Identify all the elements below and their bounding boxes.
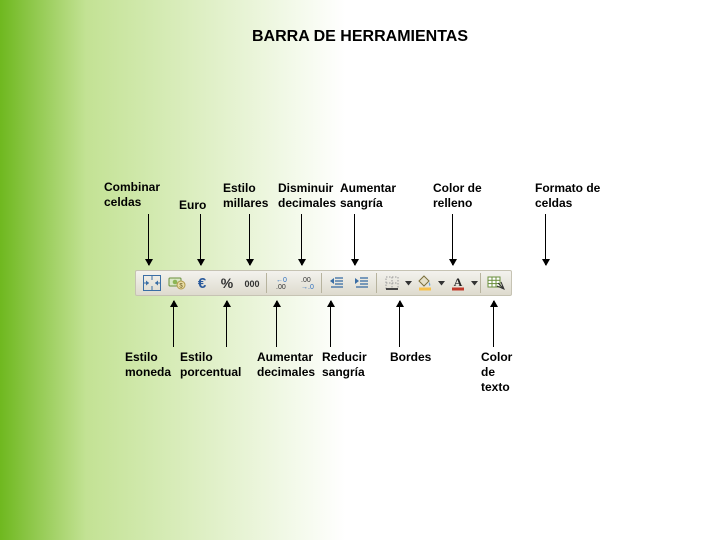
font-color-button[interactable]: A [446, 272, 469, 294]
decrease-decimal-button[interactable]: .00 →.0 [295, 272, 318, 294]
arrow-color-relleno [452, 214, 453, 265]
label-estilo-millares: Estilo millares [223, 181, 268, 211]
percent-style-button[interactable]: % [215, 272, 238, 294]
separator [266, 273, 267, 293]
label-color-relleno: Color de relleno [433, 181, 482, 211]
increase-indent-button[interactable] [350, 272, 373, 294]
svg-text:←0: ←0 [276, 277, 287, 284]
arrow-estilo-moneda [173, 301, 174, 347]
arrow-formato-celdas [545, 214, 546, 265]
arrow-euro [200, 214, 201, 265]
page-title: BARRA DE HERRAMIENTAS [252, 28, 468, 46]
formatting-toolbar: $ € % 000 ←0 .00 .00 →.0 [135, 270, 512, 296]
arrow-disminuir-dec [301, 214, 302, 265]
label-color-texto: Color de texto [481, 350, 512, 395]
svg-text:000: 000 [244, 279, 259, 289]
label-disminuir-decimales: Disminuir decimales [278, 181, 336, 211]
fill-color-button[interactable] [413, 272, 436, 294]
label-combinar-celdas: Combinar celdas [104, 180, 160, 210]
arrow-aumentar-dec [276, 301, 277, 347]
label-reducir-sangria: Reducir sangría [322, 350, 367, 380]
label-aumentar-decimales: Aumentar decimales [257, 350, 315, 380]
increase-decimal-button[interactable]: ←0 .00 [270, 272, 293, 294]
decrease-indent-button[interactable] [325, 272, 348, 294]
svg-text:.00: .00 [276, 284, 286, 291]
font-color-dropdown[interactable] [470, 272, 478, 294]
currency-style-button[interactable]: $ [165, 272, 188, 294]
svg-text:€: € [197, 275, 206, 291]
label-euro: Euro [179, 198, 206, 213]
fill-color-dropdown[interactable] [437, 272, 445, 294]
svg-text:A: A [453, 275, 462, 289]
arrow-reducir-sangria [330, 301, 331, 347]
label-estilo-moneda: Estilo moneda [125, 350, 171, 380]
svg-text:%: % [220, 275, 233, 291]
euro-button[interactable]: € [190, 272, 213, 294]
separator [376, 273, 377, 293]
arrow-bordes [399, 301, 400, 347]
arrow-estilo-porcentual [226, 301, 227, 347]
label-estilo-porcentual: Estilo porcentual [180, 350, 241, 380]
label-bordes: Bordes [390, 350, 431, 365]
format-cells-button[interactable] [484, 272, 507, 294]
label-formato-celdas: Formato de celdas [535, 181, 600, 211]
label-aumentar-sangria: Aumentar sangría [340, 181, 396, 211]
svg-text:.00: .00 [301, 277, 311, 284]
arrow-combinar [148, 214, 149, 265]
arrow-color-texto [493, 301, 494, 347]
svg-text:→.0: →.0 [301, 284, 314, 291]
merge-cells-button[interactable] [140, 272, 163, 294]
borders-button[interactable] [380, 272, 403, 294]
separator [480, 273, 481, 293]
separator [321, 273, 322, 293]
borders-dropdown[interactable] [404, 272, 412, 294]
arrow-aumentar-sangria [354, 214, 355, 265]
arrow-millares [249, 214, 250, 265]
thousands-style-button[interactable]: 000 [240, 272, 263, 294]
